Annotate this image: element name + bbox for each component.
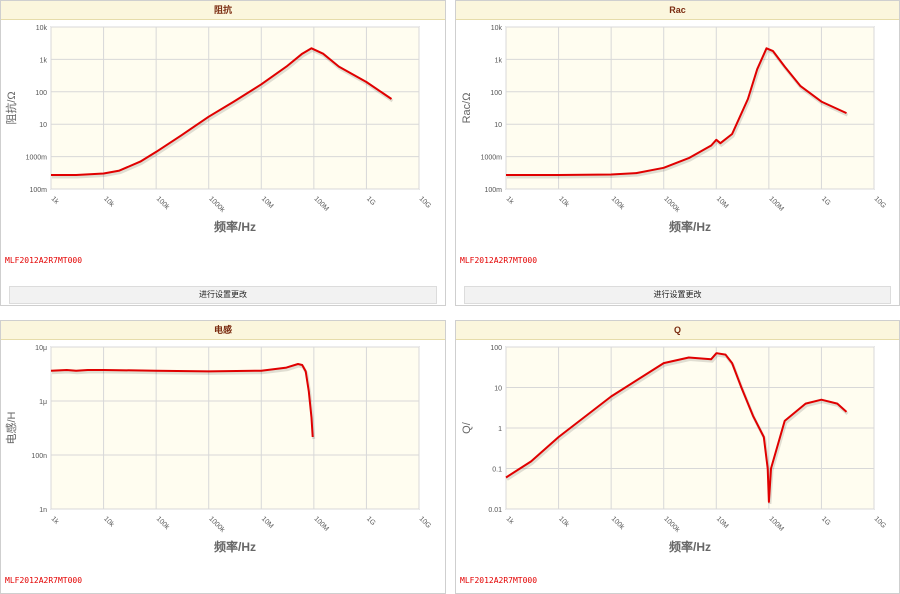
chart-title: 阻抗 xyxy=(1,1,445,20)
x-tick-label: 1k xyxy=(50,515,61,526)
y-tick-label: 100m xyxy=(29,187,47,194)
impedance-panel: 阻抗 1k 10k 100k 1000k 10M 100M 1G 10G 100m 1000m 10… xyxy=(0,0,446,306)
x-tick-label: 10M xyxy=(715,195,730,210)
chart-title: Rac xyxy=(456,1,899,20)
y-axis-label: 电感/H xyxy=(5,411,18,444)
y-tick-label: 10 xyxy=(494,386,502,393)
x-tick-label: 1G xyxy=(365,195,377,207)
x-tick-label: 100M xyxy=(312,195,329,212)
y-axis-label: Q/ xyxy=(461,421,473,434)
x-tick-label: 1000k xyxy=(207,515,226,534)
part-number: MLF2012A2R7MT000 xyxy=(460,256,538,265)
settings-change-button[interactable]: 进行设置更改 xyxy=(464,286,891,304)
y-tick-label: 10 xyxy=(494,122,502,129)
part-number: MLF2012A2R7MT000 xyxy=(460,576,538,585)
series-line xyxy=(50,363,314,438)
chart-title: Q xyxy=(456,321,899,340)
x-tick-label: 100M xyxy=(767,195,784,212)
inductance-panel: 电感 1k 10k 100k 1000k 10M 100M 1G 10G 1n 100n 1μ 10μ… xyxy=(0,320,446,594)
x-tick-label: 100k xyxy=(610,515,626,531)
plot-area xyxy=(505,26,875,190)
x-tick-label: 100M xyxy=(767,515,784,532)
y-axis-label: 阻抗/Ω xyxy=(4,91,18,124)
y-tick-label: 1k xyxy=(495,57,503,64)
y-tick-label: 10μ xyxy=(35,345,47,352)
x-axis-label: 频率/Hz xyxy=(214,219,256,234)
y-tick-label: 10k xyxy=(36,25,48,32)
x-tick-label: 1000k xyxy=(662,195,681,214)
x-tick-label: 100k xyxy=(155,515,171,531)
rac-panel: Rac 1k 10k 100k 1000k 10M 100M 1G 10G 100m 1000m 1… xyxy=(455,0,900,306)
part-number: MLF2012A2R7MT000 xyxy=(5,256,83,265)
y-tick-label: 1μ xyxy=(39,399,47,406)
x-tick-label: 1G xyxy=(820,515,832,527)
x-tick-label: 1G xyxy=(365,515,377,527)
x-axis-label: 频率/Hz xyxy=(669,539,711,554)
q-panel: Q 1k 10k 100k 1000k 10M 100M 1G 10G 0.01 0.1 1 10 10… xyxy=(455,320,900,594)
x-tick-label: 1k xyxy=(505,515,516,526)
x-tick-label: 10M xyxy=(260,195,275,210)
x-tick-label: 10k xyxy=(102,515,115,528)
settings-change-button[interactable]: 进行设置更改 xyxy=(9,286,437,304)
plot-area xyxy=(50,346,420,510)
series-line xyxy=(51,47,393,176)
y-tick-label: 1n xyxy=(39,507,47,514)
x-tick-label: 1G xyxy=(820,195,832,207)
chart-title: 电感 xyxy=(1,321,445,340)
y-tick-label: 1 xyxy=(498,426,502,433)
y-tick-label: 0.01 xyxy=(488,507,502,514)
x-tick-label: 1k xyxy=(50,195,61,206)
x-tick-label: 10G xyxy=(873,195,887,209)
y-tick-label: 0.1 xyxy=(492,467,502,474)
plot-area xyxy=(50,26,420,190)
x-tick-label: 10k xyxy=(557,515,570,528)
y-tick-label: 1k xyxy=(40,57,48,64)
x-tick-label: 10k xyxy=(557,195,570,208)
x-tick-label: 100k xyxy=(155,195,171,211)
x-tick-label: 10M xyxy=(260,515,275,530)
y-tick-label: 100 xyxy=(490,90,502,97)
x-tick-label: 1000k xyxy=(207,195,226,214)
x-tick-label: 1k xyxy=(505,195,516,206)
y-tick-label: 100 xyxy=(35,90,47,97)
x-tick-label: 10M xyxy=(715,515,730,530)
y-axis-label: Rac/Ω xyxy=(461,93,473,124)
x-axis-label: 频率/Hz xyxy=(669,219,711,234)
y-tick-label: 100n xyxy=(31,453,47,460)
x-axis-label: 频率/Hz xyxy=(214,539,256,554)
y-tick-label: 100 xyxy=(490,345,502,352)
y-tick-label: 1000m xyxy=(26,155,48,162)
impedance-chart: 1k 10k 100k 1000k 10M 100M 1G 10G 100m 1000m 10 100… xyxy=(4,25,432,234)
x-tick-label: 10G xyxy=(418,515,432,529)
y-tick-label: 10k xyxy=(491,25,503,32)
y-tick-label: 1000m xyxy=(481,155,503,162)
x-tick-label: 10G xyxy=(873,515,887,529)
inductance-chart: 1k 10k 100k 1000k 10M 100M 1G 10G 1n 100n 1μ 10μ 电感/… xyxy=(5,345,432,554)
y-tick-label: 10 xyxy=(39,122,47,129)
rac-chart: 1k 10k 100k 1000k 10M 100M 1G 10G 100m 1000m 10 100… xyxy=(461,25,887,234)
x-tick-label: 10G xyxy=(418,195,432,209)
x-tick-label: 1000k xyxy=(662,515,681,534)
x-tick-label: 10k xyxy=(102,195,115,208)
x-tick-label: 100k xyxy=(610,195,626,211)
q-chart: 1k 10k 100k 1000k 10M 100M 1G 10G 0.01 0.1 1 10 100 Q… xyxy=(461,345,887,554)
series-line xyxy=(506,47,847,176)
y-tick-label: 100m xyxy=(484,187,502,194)
x-tick-label: 100M xyxy=(312,515,329,532)
series-line xyxy=(505,352,848,503)
part-number: MLF2012A2R7MT000 xyxy=(5,576,83,585)
